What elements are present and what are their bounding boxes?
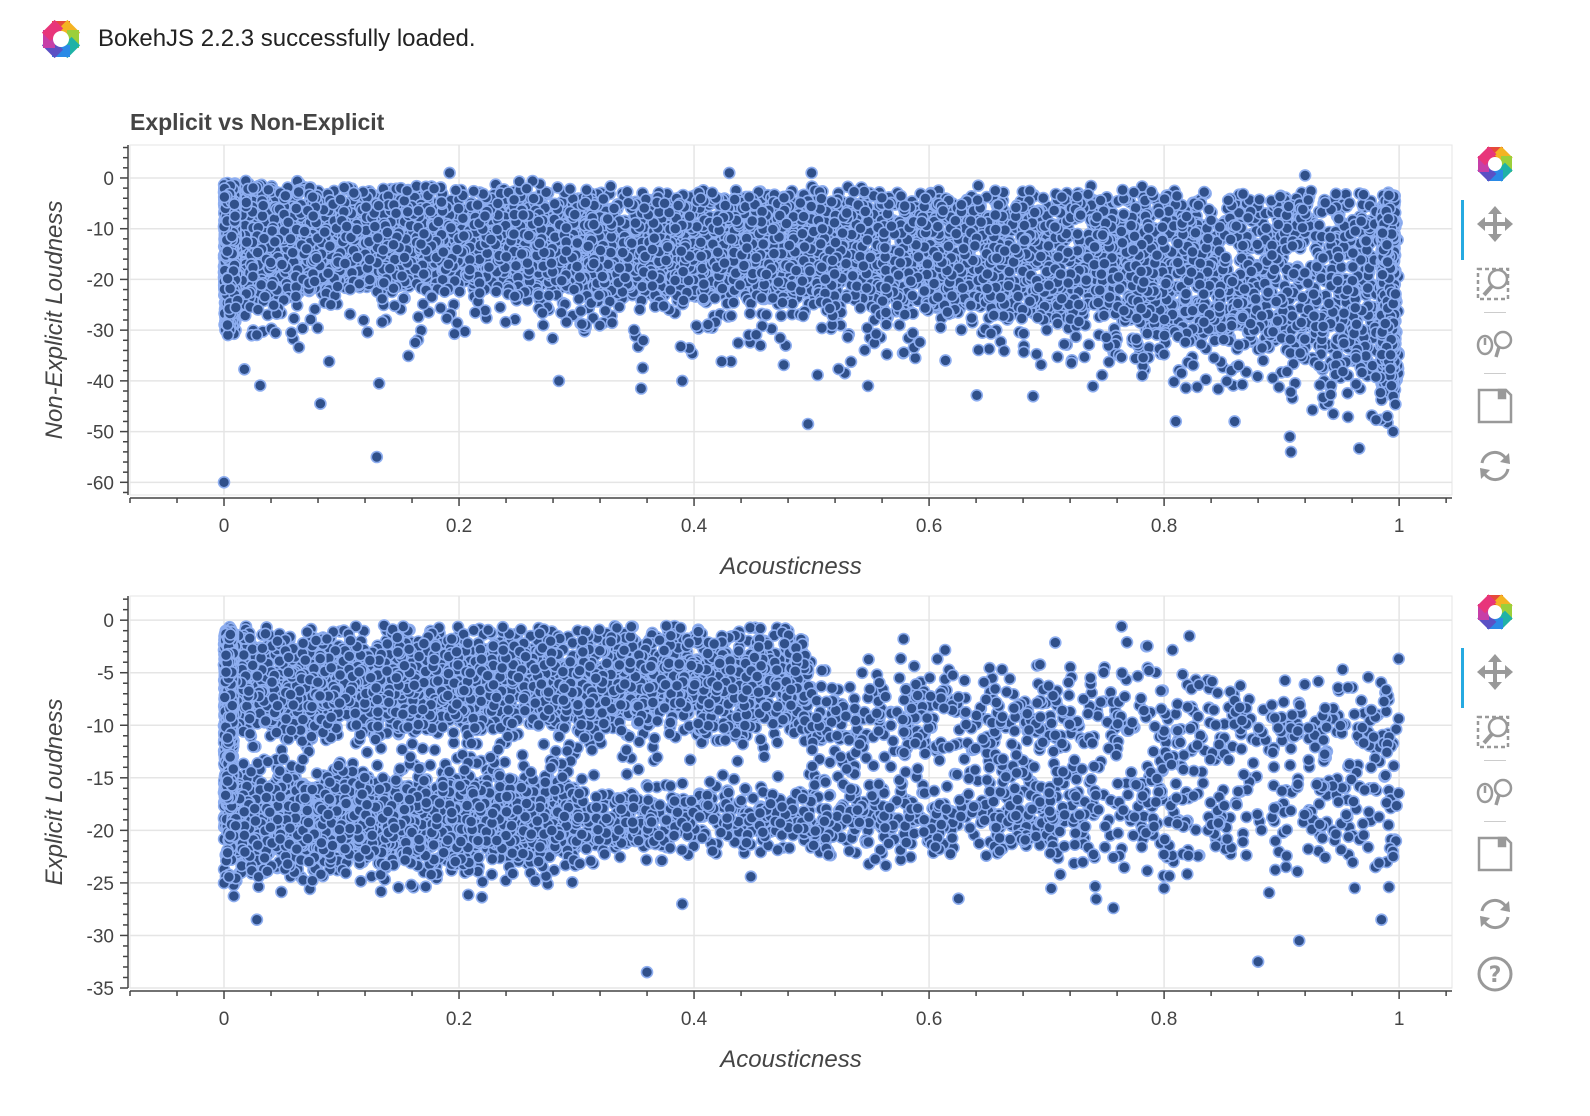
scatter-point [620,185,634,198]
scatter-point [1189,226,1202,240]
scatter-points [217,166,1405,489]
bokeh-loaded-banner: BokehJS 2.2.3 successfully loaded. [40,18,476,60]
scatter-point [1301,276,1315,290]
scatter-point [1249,292,1262,306]
scatter-point [509,259,523,273]
scatter-point [942,240,955,253]
scatter-point [1047,204,1061,217]
scatter-point [1359,234,1373,248]
scatter-point [1318,196,1332,210]
scatter-point [988,184,1002,197]
scatter-point [1221,194,1235,207]
scatter-point [964,299,978,312]
scatter-point [1037,191,1050,205]
chart-title: Explicit vs Non-Explicit [130,109,385,135]
bokeh-logo-icon [41,19,81,59]
scatter-point [1127,186,1141,199]
plot-non-explicit[interactable]: Explicit vs Non-Explicit 0 0.2 0.4 0.6 0.8 1 0-… [0,100,1590,590]
scatter-point [1088,258,1101,271]
scatter-point [857,185,871,198]
scatter-point [971,179,985,192]
scatter-point [804,200,818,213]
scatter-point [1343,196,1356,210]
banner-message: BokehJS 2.2.3 successfully loaded. [98,25,476,52]
scatter-point [1236,187,1250,201]
scatter-point [1253,193,1266,206]
scatter-point [604,180,618,193]
scatter-point [1197,185,1211,199]
